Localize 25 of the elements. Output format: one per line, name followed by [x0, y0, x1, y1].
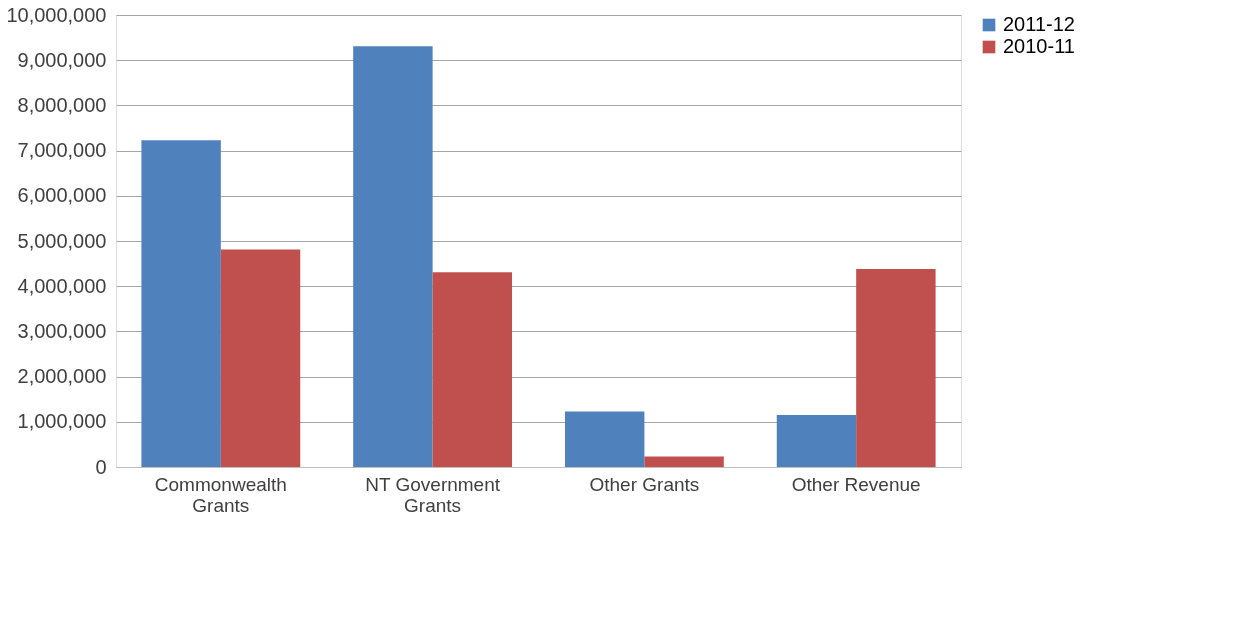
y-tick-label: 3,000,000 [17, 319, 107, 342]
x-tick-label: Other Revenue [791, 473, 921, 495]
y-tick-label: 9,000,000 [17, 48, 107, 71]
x-tick-label: NT Government Grants [365, 473, 501, 516]
y-tick-label: 2,000,000 [17, 365, 107, 388]
y-tick-label: 5,000,000 [17, 229, 107, 252]
y-tick-label: 4,000,000 [17, 274, 107, 297]
bar [220, 249, 301, 467]
y-tick-label: 8,000,000 [17, 93, 107, 116]
bar [353, 46, 433, 467]
y-tick-label: 6,000,000 [17, 184, 107, 207]
bar [141, 140, 221, 467]
bar [644, 456, 724, 467]
y-tick-label: 0 [95, 455, 107, 478]
bar [564, 411, 645, 467]
y-tick-label: 1,000,000 [17, 410, 107, 433]
bar [856, 269, 936, 467]
x-tick-label: Commonwealth Grants [154, 473, 287, 516]
y-tick-label: 10,000,000 [6, 3, 107, 26]
legend-label: 2010-11 [1003, 35, 1075, 57]
y-tick-label: 7,000,000 [17, 139, 107, 162]
bar [776, 415, 857, 467]
bar [432, 272, 513, 467]
x-tick-label: Other Grants [589, 473, 700, 495]
legend-label: 2011-12 [1003, 13, 1075, 35]
